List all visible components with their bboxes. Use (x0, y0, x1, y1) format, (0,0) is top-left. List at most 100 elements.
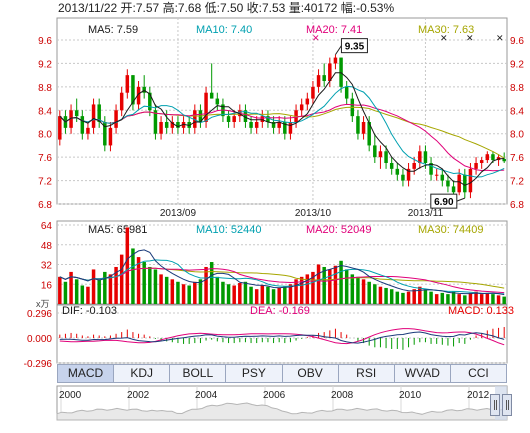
ma-marker-icon: ✕ (496, 33, 504, 43)
macd-y-tick: 0.296 (27, 309, 52, 320)
volume-y-tick: 64 (41, 221, 53, 232)
volume-bar (181, 284, 186, 304)
candle-body (322, 75, 326, 81)
tab-wvad[interactable]: WVAD (395, 365, 451, 382)
candle-body (193, 110, 197, 128)
candle-body (204, 92, 208, 122)
volume-unit-label: x万 (36, 299, 50, 309)
candle-body (86, 127, 90, 134)
price-annotation-label: 9.35 (345, 42, 365, 53)
candle-body (316, 75, 321, 87)
volume-bar (418, 286, 422, 304)
header-open: 7.57 (136, 1, 160, 15)
volume-bar (406, 291, 411, 304)
volume-bar (254, 289, 259, 304)
candle-body (288, 122, 293, 134)
navigator-left-handle[interactable] (490, 394, 500, 416)
candle-body (395, 168, 400, 175)
volume-bar (193, 281, 197, 304)
price-y-tick-right: 8.0 (510, 130, 524, 141)
volume-bar (232, 285, 236, 304)
volume-bar (283, 286, 287, 304)
price-ma10-line (59, 85, 505, 178)
volume-bar (401, 292, 405, 304)
candle-body (103, 122, 107, 146)
candle-body (463, 174, 467, 193)
tab-kdj[interactable]: KDJ (114, 365, 171, 382)
volume-bar (108, 274, 113, 304)
price-y-tick-left: 6.8 (38, 200, 52, 211)
volume-bar (429, 291, 433, 304)
candle-body (384, 151, 388, 163)
price-y-tick-left: 8.8 (38, 83, 52, 94)
candle-body (80, 116, 85, 134)
price-y-tick-left: 8.0 (38, 130, 52, 141)
volume-y-tick: 48 (41, 241, 53, 252)
volume-bar (164, 276, 169, 304)
volume-bar (356, 276, 360, 304)
macd-y-tick: -0.296 (24, 359, 53, 370)
candle-body (412, 163, 416, 169)
volume-bar (238, 283, 242, 304)
header-close-label: 收: (247, 1, 262, 15)
volume-bar (299, 276, 304, 304)
price-ma20-line (59, 103, 505, 172)
candle-body (457, 174, 461, 193)
tab-psy[interactable]: PSY (226, 365, 283, 382)
candle-body (305, 98, 310, 105)
header-high: 7.68 (178, 1, 202, 15)
candle-body (277, 122, 281, 128)
candle-body (474, 163, 478, 169)
tab-obv[interactable]: OBV (283, 365, 339, 382)
price-y-tick-right: 7.6 (510, 153, 524, 164)
volume-bar (479, 294, 484, 304)
tab-rsi[interactable]: RSI (339, 365, 395, 382)
volume-bar (491, 294, 495, 304)
volume-ma5-line (59, 249, 505, 296)
volume-bar (350, 274, 355, 304)
price-x-tick: 2013/09 (160, 208, 197, 219)
volume-bar (389, 289, 394, 304)
candle-body (451, 186, 456, 193)
navigator-year-label: 2012 (467, 390, 490, 401)
navigator-year-label: 2008 (331, 390, 354, 401)
volume-bar (103, 271, 107, 304)
price-y-tick-left: 7.6 (38, 153, 52, 164)
price-y-tick-right: 7.2 (510, 177, 524, 188)
volume-bar (502, 296, 506, 304)
header-volume: 40172 (304, 1, 338, 15)
volume-bar (451, 291, 456, 304)
volume-bar (294, 279, 298, 304)
candle-body (283, 122, 287, 134)
tab-boll[interactable]: BOLL (170, 365, 227, 382)
volume-bar (80, 285, 85, 304)
candle-body (299, 104, 304, 111)
navigator-year-label: 2000 (59, 390, 82, 401)
price-y-tick-left: 8.4 (38, 106, 52, 117)
volume-bar (176, 281, 180, 304)
navigator-right-handle[interactable] (502, 394, 512, 416)
candle-body (74, 110, 79, 117)
candle-body (406, 168, 411, 181)
volume-bar (142, 262, 146, 304)
volume-bar (463, 295, 467, 304)
macd-y-tick: 0.000 (27, 334, 52, 345)
candle-body (401, 174, 405, 181)
macd-dif-line (59, 331, 505, 344)
price-annotation-pointer (335, 45, 342, 55)
header-readout: 2013/11/22 开:7.57 高:7.68 低:7.50 收:7.53 量… (58, 0, 394, 15)
volume-bar (209, 262, 214, 304)
volume-bar (316, 264, 321, 304)
candle-body (468, 168, 473, 193)
price-y-tick-right: 8.4 (510, 106, 524, 117)
candle-body (423, 151, 428, 163)
candle-body (479, 160, 484, 163)
tab-cci[interactable]: CCI (468, 366, 489, 380)
price-legend-1: MA10: 7.40 (196, 24, 252, 36)
tab-macd[interactable]: MACD (58, 365, 115, 382)
volume-bar (119, 254, 124, 304)
candle-body (367, 122, 371, 146)
volume-legend-1: MA10: 52440 (196, 224, 261, 236)
price-annotation-pointer (456, 197, 465, 202)
price-ma30-line (59, 106, 505, 159)
